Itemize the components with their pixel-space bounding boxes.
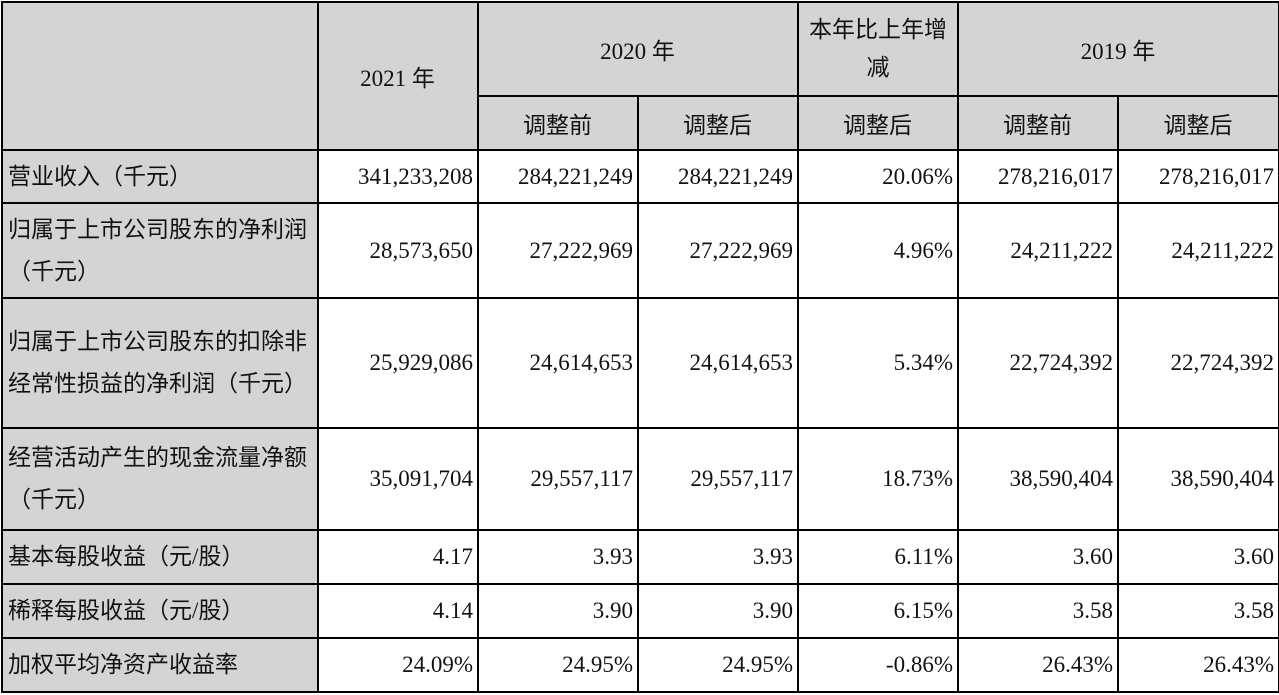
cell-2019-after: 22,724,392	[1117, 297, 1279, 429]
cell-2020-after: 27,222,969	[637, 202, 799, 299]
cell-2020-before: 24,614,653	[477, 297, 639, 429]
header-2020-before: 调整前	[477, 95, 639, 151]
row-label: 归属于上市公司股东的净利润（千元）	[1, 202, 319, 299]
cell-2021: 341,233,208	[317, 149, 479, 204]
header-year-2019: 2019 年	[957, 1, 1279, 97]
cell-2020-before: 284,221,249	[477, 149, 639, 204]
header-year-2020: 2020 年	[477, 1, 799, 97]
cell-2019-before: 26.43%	[957, 637, 1119, 693]
cell-2019-after: 3.60	[1117, 529, 1279, 585]
cell-2020-before: 3.90	[477, 583, 639, 639]
row-label: 加权平均净资产收益率	[1, 637, 319, 693]
cell-2020-after: 24.95%	[637, 637, 799, 693]
cell-2021: 35,091,704	[317, 427, 479, 531]
cell-2020-before: 29,557,117	[477, 427, 639, 531]
row-label: 营业收入（千元）	[1, 149, 319, 204]
table-row: 稀释每股收益（元/股） 4.14 3.90 3.90 6.15% 3.58 3.…	[1, 583, 1279, 639]
cell-change: 6.11%	[797, 529, 959, 585]
cell-2019-after: 24,211,222	[1117, 202, 1279, 299]
cell-change: 6.15%	[797, 583, 959, 639]
table-row: 归属于上市公司股东的扣除非经常性损益的净利润（千元） 25,929,086 24…	[1, 297, 1279, 429]
cell-2019-before: 24,211,222	[957, 202, 1119, 299]
table-row: 归属于上市公司股东的净利润（千元） 28,573,650 27,222,969 …	[1, 202, 1279, 299]
header-change-after: 调整后	[797, 95, 959, 151]
row-label: 经营活动产生的现金流量净额（千元）	[1, 427, 319, 531]
cell-change: 20.06%	[797, 149, 959, 204]
header-2019-after: 调整后	[1117, 95, 1279, 151]
row-label: 稀释每股收益（元/股）	[1, 583, 319, 639]
cell-2019-after: 278,216,017	[1117, 149, 1279, 204]
cell-2020-before: 27,222,969	[477, 202, 639, 299]
cell-2020-after: 29,557,117	[637, 427, 799, 531]
cell-2019-before: 38,590,404	[957, 427, 1119, 531]
cell-change: 18.73%	[797, 427, 959, 531]
cell-2019-after: 38,590,404	[1117, 427, 1279, 531]
cell-change: -0.86%	[797, 637, 959, 693]
cell-change: 4.96%	[797, 202, 959, 299]
cell-2021: 25,929,086	[317, 297, 479, 429]
cell-2020-after: 284,221,249	[637, 149, 799, 204]
cell-2020-after: 3.93	[637, 529, 799, 585]
cell-2020-before: 24.95%	[477, 637, 639, 693]
row-label: 基本每股收益（元/股）	[1, 529, 319, 585]
header-change: 本年比上年增减	[797, 1, 959, 97]
cell-2020-before: 3.93	[477, 529, 639, 585]
header-2020-after: 调整后	[637, 95, 799, 151]
cell-change: 5.34%	[797, 297, 959, 429]
header-2019-before: 调整前	[957, 95, 1119, 151]
cell-2019-before: 22,724,392	[957, 297, 1119, 429]
cell-2020-after: 24,614,653	[637, 297, 799, 429]
table-row: 经营活动产生的现金流量净额（千元） 35,091,704 29,557,117 …	[1, 427, 1279, 531]
table-row: 营业收入（千元） 341,233,208 284,221,249 284,221…	[1, 149, 1279, 204]
table-row: 加权平均净资产收益率 24.09% 24.95% 24.95% -0.86% 2…	[1, 637, 1279, 693]
table-row: 基本每股收益（元/股） 4.17 3.93 3.93 6.11% 3.60 3.…	[1, 529, 1279, 585]
cell-2019-before: 3.58	[957, 583, 1119, 639]
cell-2021: 28,573,650	[317, 202, 479, 299]
cell-2019-before: 3.60	[957, 529, 1119, 585]
cell-2019-after: 26.43%	[1117, 637, 1279, 693]
cell-2020-after: 3.90	[637, 583, 799, 639]
header-year-2021: 2021 年	[317, 1, 479, 151]
row-label: 归属于上市公司股东的扣除非经常性损益的净利润（千元）	[1, 297, 319, 429]
cell-2021: 4.17	[317, 529, 479, 585]
cell-2021: 24.09%	[317, 637, 479, 693]
cell-2019-before: 278,216,017	[957, 149, 1119, 204]
cell-2019-after: 3.58	[1117, 583, 1279, 639]
cell-2021: 4.14	[317, 583, 479, 639]
header-corner	[1, 1, 319, 151]
